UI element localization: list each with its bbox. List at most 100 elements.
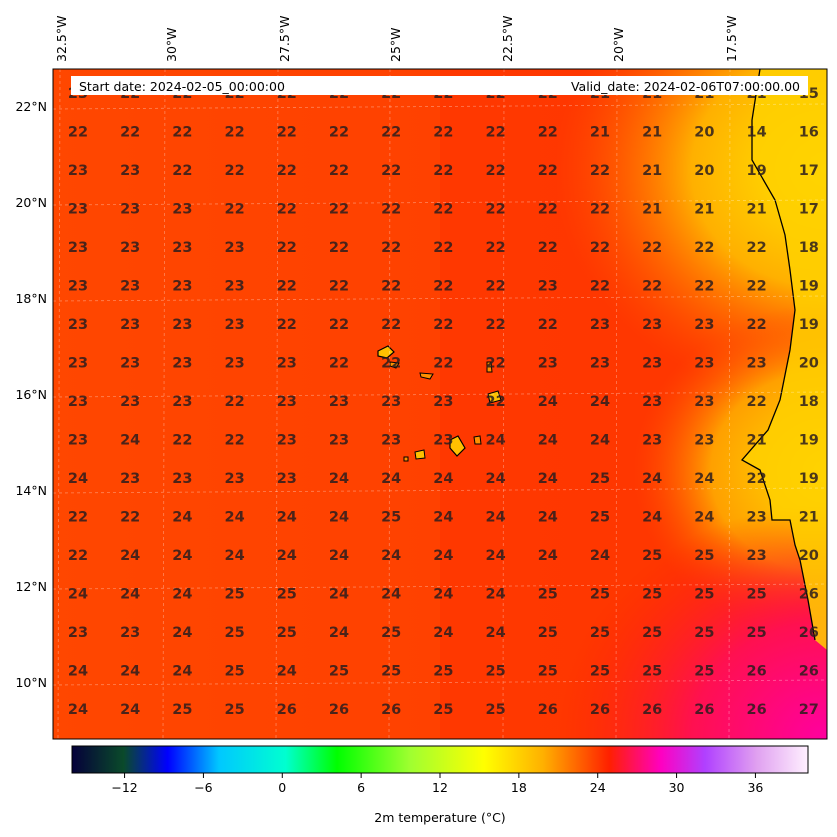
grid-value: 22 [381,163,401,179]
grid-value: 24 [538,510,558,526]
grid-value: 23 [120,356,140,372]
grid-value: 22 [433,202,453,218]
grid-value: 24 [120,702,140,718]
colorbar-label: 2m temperature (°C) [374,810,505,825]
value-grid: 2322222222222222222221212121152222222222… [68,86,819,718]
grid-value: 25 [381,510,401,526]
island [486,361,493,373]
grid-value: 25 [747,625,767,641]
grid-value: 20 [694,125,714,141]
grid-value: 22 [747,394,767,410]
africa-land [742,69,827,650]
grid-value: 23 [433,433,453,449]
grid-value: 23 [642,394,662,410]
grid-value: 24 [225,510,245,526]
grid-value: 24 [433,548,453,564]
grid-value: 25 [694,664,714,680]
grid-value: 24 [172,664,192,680]
grid-value: 21 [642,202,662,218]
lon-label: 25°W [388,27,403,62]
grid-value: 23 [694,356,714,372]
grid-value: 24 [486,510,506,526]
grid-value: 24 [486,471,506,487]
grid-value: 22 [642,279,662,295]
grid-value: 25 [694,625,714,641]
grid-value: 23 [225,471,245,487]
grid-value: 23 [225,317,245,333]
grid-value: 22 [225,125,245,141]
grid-value: 17 [799,202,819,218]
grid-value: 23 [172,317,192,333]
grid-value: 22 [538,240,558,256]
grid-value: 22 [329,356,349,372]
grid-value: 23 [120,394,140,410]
grid-value: 23 [538,279,558,295]
grid-value: 22 [538,317,558,333]
grid-value: 22 [225,394,245,410]
grid-value: 22 [68,125,88,141]
grid-value: 24 [642,471,662,487]
grid-value: 22 [172,125,192,141]
grid-value: 27 [799,702,819,718]
grid-value: 21 [590,125,610,141]
grid-value: 25 [694,548,714,564]
grid-value: 22 [486,356,506,372]
lon-label: 22.5°W [500,16,515,62]
grid-value: 22 [747,471,767,487]
grid-value: 22 [747,279,767,295]
grid-value: 25 [590,587,610,603]
grid-value: 25 [590,471,610,487]
grid-value: 19 [799,471,819,487]
grid-value: 22 [486,202,506,218]
grid-value: 22 [433,163,453,179]
grid-value: 22 [486,394,506,410]
lat-label: 12°N [15,579,47,594]
grid-value: 24 [225,548,245,564]
grid-value: 22 [329,163,349,179]
grid-value: 17 [799,163,819,179]
grid-value: 25 [329,664,349,680]
grid-value: 22 [225,433,245,449]
grid-value: 25 [225,702,245,718]
lon-label: 27.5°W [277,16,292,62]
grid-value: 22 [486,163,506,179]
grid-value: 19 [799,317,819,333]
grid-value: 23 [172,394,192,410]
grid-value: 21 [747,433,767,449]
grid-value: 22 [694,240,714,256]
grid-value: 22 [747,240,767,256]
colorbar-tick-label: 0 [278,780,286,795]
island [414,449,426,460]
grid-value: 23 [68,433,88,449]
grid-value: 25 [381,664,401,680]
grid-value: 23 [68,240,88,256]
grid-value: 23 [329,394,349,410]
grid-value: 24 [329,587,349,603]
grid-value: 24 [590,548,610,564]
grid-value: 24 [172,625,192,641]
grid-value: 25 [225,625,245,641]
grid-value: 23 [68,163,88,179]
grid-value: 23 [120,240,140,256]
grid-value: 22 [277,279,297,295]
grid-value: 22 [486,240,506,256]
grid-value: 22 [329,317,349,333]
grid-value: 24 [277,664,297,680]
grid-value: 23 [277,471,297,487]
grid-value: 25 [381,625,401,641]
grid-value: 24 [277,548,297,564]
lat-labels: 22°N 20°N 18°N 16°N 14°N 12°N 10°N [15,99,47,690]
island [449,435,466,457]
grid-value: 24 [172,548,192,564]
grid-value: 22 [381,202,401,218]
grid-value: 24 [120,587,140,603]
grid-value: 22 [590,163,610,179]
grid-value: 22 [486,279,506,295]
grid-value: 20 [694,163,714,179]
colorbar-tick-label: 6 [357,780,365,795]
grid-value: 22 [538,202,558,218]
grid-value: 26 [799,664,819,680]
grid-value: 24 [694,510,714,526]
colorbar: −12 −6 0 6 12 18 24 30 36 2m temperature (°C) [71,745,809,825]
